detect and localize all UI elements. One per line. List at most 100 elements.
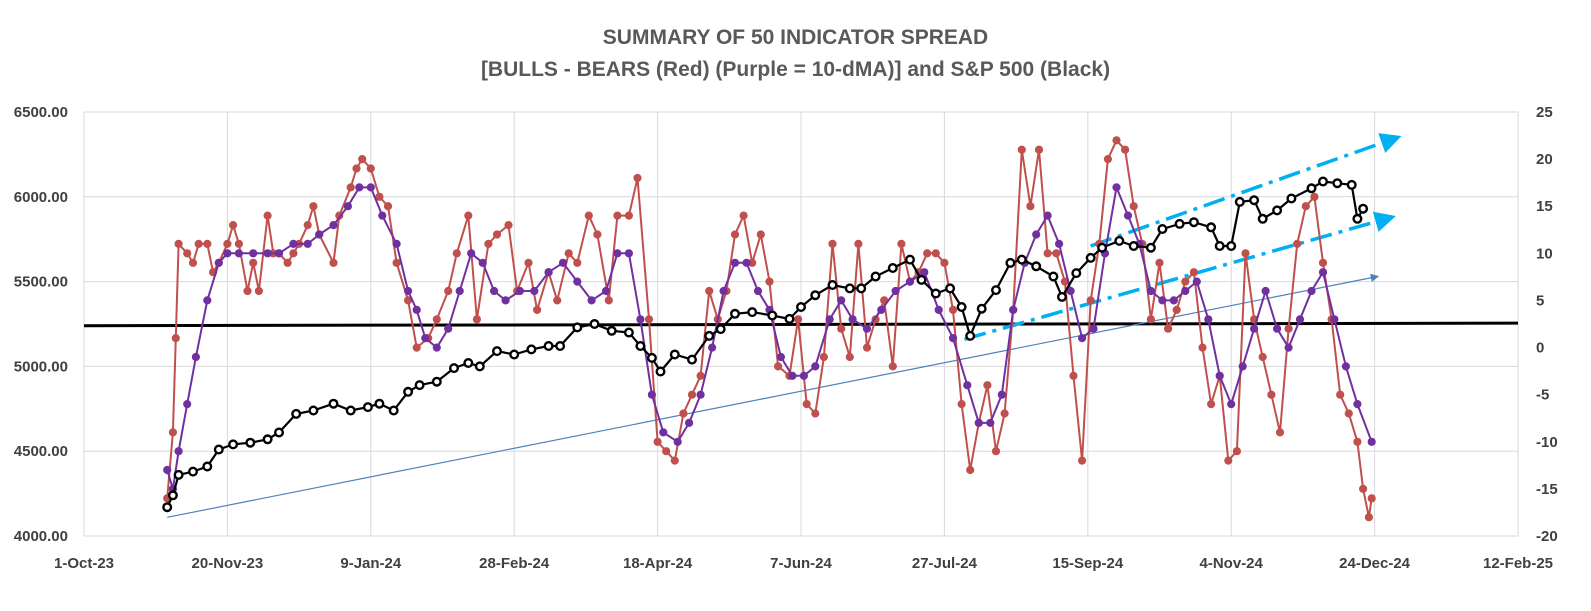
data-point-10-dma: [343, 202, 352, 211]
series-10-dma: [163, 183, 1376, 493]
data-point-bulls-bears: [1181, 277, 1190, 286]
data-point-bulls-bears: [862, 343, 872, 352]
data-point-10-dma: [673, 437, 682, 446]
data-point-s-p-500: [646, 352, 657, 363]
data-point-bulls-bears: [730, 230, 740, 239]
data-point-10-dma: [1055, 239, 1064, 248]
data-point-bulls-bears: [243, 286, 252, 296]
data-point-s-p-500: [704, 330, 715, 341]
data-point-s-p-500: [1352, 213, 1363, 224]
data-point-bulls-bears: [1359, 484, 1368, 493]
left-tick-label: 6500.00: [14, 104, 68, 121]
data-point-10-dma: [905, 277, 915, 286]
data-point-10-dma: [1204, 315, 1213, 324]
data-point-bulls-bears: [670, 456, 679, 465]
data-point-10-dma: [848, 315, 857, 324]
data-point-s-p-500: [655, 366, 666, 377]
data-point-10-dma: [1367, 437, 1376, 446]
data-point-bulls-bears: [309, 202, 318, 211]
data-point-bulls-bears: [1172, 305, 1181, 314]
data-point-s-p-500: [463, 358, 474, 369]
data-point-bulls-bears: [444, 286, 453, 296]
data-point-s-p-500: [1114, 235, 1125, 246]
data-point-bulls-bears: [1267, 390, 1276, 399]
data-point-10-dma: [934, 305, 943, 314]
data-point-s-p-500: [1157, 223, 1168, 234]
series: [162, 136, 1376, 522]
data-point-s-p-500: [1174, 218, 1185, 229]
data-point-bulls-bears: [653, 437, 662, 446]
data-point-bulls-bears: [263, 211, 272, 220]
data-point-10-dma: [1353, 400, 1362, 409]
data-point-bulls-bears: [940, 258, 949, 267]
data-point-bulls-bears: [484, 239, 493, 248]
data-point-s-p-500: [414, 380, 425, 391]
data-point-bulls-bears: [1052, 249, 1061, 258]
x-tick-label: 20-Nov-23: [192, 555, 264, 572]
right-tick-label: 0: [1536, 340, 1544, 357]
data-point-bulls-bears: [412, 343, 421, 352]
data-point-10-dma: [891, 286, 900, 296]
data-point-s-p-500: [991, 285, 1002, 296]
data-point-10-dma: [1169, 296, 1178, 305]
data-point-bulls-bears: [1086, 296, 1095, 305]
left-tick-label: 4500.00: [14, 443, 68, 460]
data-point-10-dma: [1227, 400, 1236, 409]
data-point-10-dma: [1215, 371, 1224, 380]
data-point-bulls-bears: [593, 230, 602, 239]
data-point-10-dma: [1261, 286, 1270, 296]
data-point-s-p-500: [1128, 240, 1139, 251]
data-point-10-dma: [685, 418, 694, 427]
data-point-bulls-bears: [452, 249, 461, 258]
data-point-bulls-bears: [1232, 447, 1242, 456]
right-tick-label: 15: [1536, 198, 1553, 215]
data-point-bulls-bears: [1224, 456, 1233, 465]
data-point-bulls-bears: [991, 447, 1001, 456]
x-tick-label: 28-Feb-24: [479, 555, 550, 572]
data-point-bulls-bears: [1026, 202, 1035, 211]
data-point-10-dma: [412, 305, 421, 314]
data-point-10-dma: [444, 324, 453, 333]
data-point-10-dma: [421, 334, 430, 343]
data-point-bulls-bears: [1367, 494, 1376, 503]
data-point-bulls-bears: [352, 164, 361, 173]
axes: 1-Oct-23 20-Nov-23 9-Jan-24 28-Feb-24 18-Apr…: [14, 104, 1558, 572]
data-point-bulls-bears: [1344, 409, 1353, 418]
series-line-bulls-bears: [166, 139, 1373, 519]
data-point-10-dma: [1112, 183, 1121, 192]
data-point-10-dma: [263, 249, 272, 258]
data-point-10-dma: [1273, 324, 1282, 333]
data-point-s-p-500: [1188, 217, 1199, 228]
data-point-10-dma: [455, 286, 464, 296]
right-tick-label: 5: [1536, 292, 1544, 309]
data-point-s-p-500: [930, 288, 941, 299]
data-point-bulls-bears: [464, 211, 473, 220]
data-point-s-p-500: [1286, 193, 1297, 204]
data-point-10-dma: [1192, 277, 1201, 286]
data-point-s-p-500: [474, 361, 485, 372]
data-point-s-p-500: [213, 444, 224, 455]
data-point-bulls-bears: [524, 258, 533, 267]
data-point-bulls-bears: [854, 239, 863, 248]
series-line-s-p-500: [166, 180, 1365, 508]
data-point-10-dma: [1341, 362, 1351, 371]
data-point-10-dma: [467, 249, 476, 258]
data-point-10-dma: [1032, 230, 1041, 239]
data-point-bulls-bears: [1310, 192, 1319, 201]
data-point-10-dma: [624, 249, 634, 258]
data-point-10-dma: [696, 390, 705, 399]
data-point-s-p-500: [1005, 257, 1016, 268]
data-point-bulls-bears: [492, 230, 502, 239]
data-point-10-dma: [355, 183, 364, 192]
data-point-bulls-bears: [346, 183, 355, 192]
channel-line: [963, 211, 1396, 341]
data-point-10-dma: [776, 352, 786, 362]
trend-line: [167, 273, 1380, 518]
series-bulls-bears: [163, 136, 1376, 522]
data-point-10-dma: [1043, 211, 1052, 220]
data-point-bulls-bears: [613, 211, 622, 220]
data-point-s-p-500: [956, 302, 967, 313]
data-point-s-p-500: [796, 302, 807, 313]
data-point-10-dma: [811, 362, 820, 371]
